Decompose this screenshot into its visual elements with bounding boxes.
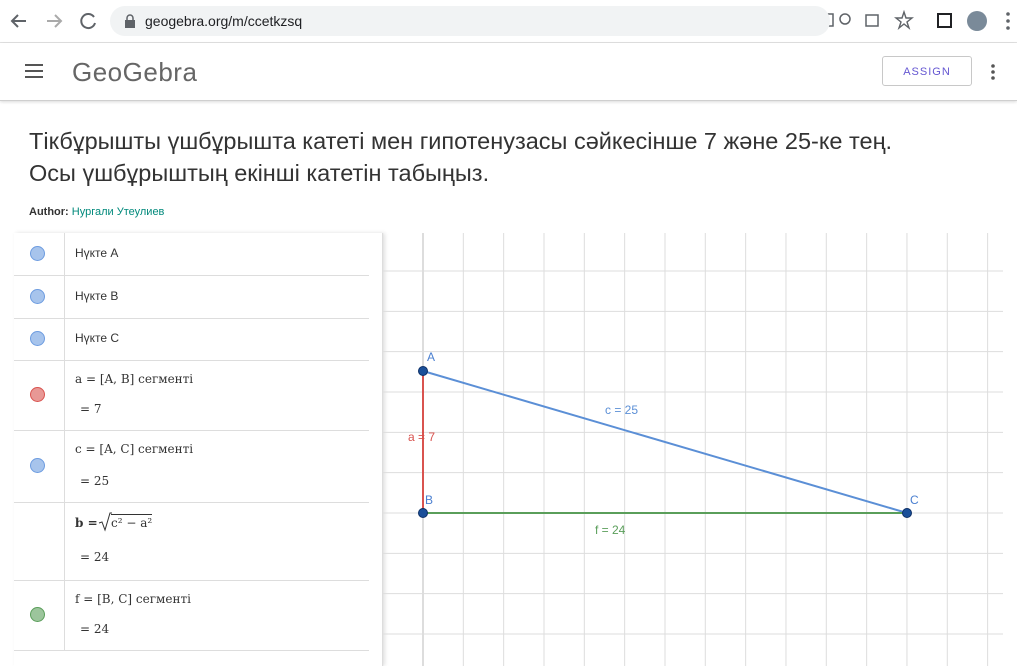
algebra-view: Нүкте A Нүкте B Нүкте C a = [A, B] сегменті… bbox=[14, 233, 383, 666]
sidepanel-icon[interactable] bbox=[937, 13, 952, 28]
assign-button[interactable]: ASSIGN bbox=[882, 56, 972, 86]
point-label: B bbox=[425, 493, 433, 507]
algebra-row: Нүкте A bbox=[14, 233, 369, 276]
author-label: Author: bbox=[29, 206, 69, 218]
title-line: Тікбұрышты үшбұрышта катеті мен гипотену… bbox=[29, 128, 893, 154]
formula-value: = 24 bbox=[80, 550, 110, 564]
back-icon[interactable] bbox=[10, 14, 26, 28]
definition: f = [B, C] сегменті bbox=[75, 592, 191, 606]
share-icon[interactable] bbox=[865, 14, 879, 27]
definition: a = [A, B] сегменті bbox=[75, 372, 194, 386]
browser-toolbar: geogebra.org/m/ccetkzsq bbox=[0, 0, 1017, 43]
point-label: Нүкте B bbox=[75, 288, 119, 303]
address-bar[interactable] bbox=[110, 6, 830, 36]
marker-cell bbox=[14, 233, 65, 275]
point-label: A bbox=[427, 350, 435, 364]
formula-lhs: b = bbox=[75, 516, 98, 530]
visibility-dot[interactable] bbox=[30, 387, 45, 402]
formula-radicand: c² − a² bbox=[111, 514, 153, 530]
point[interactable] bbox=[902, 508, 912, 518]
algebra-row: Нүкте B bbox=[14, 275, 369, 319]
radical-path bbox=[98, 512, 112, 532]
hamburger-icon[interactable] bbox=[25, 64, 43, 78]
author: Author: Нургали Утеулиев bbox=[29, 206, 164, 218]
definition: c = [A, C] сегменті bbox=[75, 442, 194, 456]
url: geogebra.org/m/ccetkzsq bbox=[145, 13, 303, 29]
visibility-dot[interactable] bbox=[30, 288, 45, 304]
marker-cell bbox=[14, 502, 65, 580]
algebra-row: b = c² − a² = 24 bbox=[14, 502, 369, 581]
point[interactable] bbox=[418, 508, 428, 518]
graphics-view: a = 7 c = 25 f = 24 A B C bbox=[383, 233, 1003, 666]
reload-icon[interactable] bbox=[80, 13, 96, 30]
marker-cell bbox=[14, 360, 65, 430]
value: = 7 bbox=[80, 402, 102, 416]
more-icon[interactable] bbox=[990, 63, 996, 81]
marker-cell bbox=[14, 580, 65, 650]
value: = 25 bbox=[80, 474, 110, 488]
author-name[interactable]: Нургали Утеулиев bbox=[71, 206, 165, 218]
title-line: Осы үшбұрыштың екінші катетін табыңыз. bbox=[29, 160, 490, 186]
zoom-icon[interactable] bbox=[839, 13, 851, 25]
algebra-row: Нүкте C bbox=[14, 318, 369, 361]
visibility-dot[interactable] bbox=[30, 607, 45, 622]
segment-label: a = 7 bbox=[408, 430, 435, 444]
point[interactable] bbox=[418, 366, 428, 376]
marker-cell bbox=[14, 430, 65, 502]
visibility-dot[interactable] bbox=[30, 246, 45, 261]
algebra-row: f = [B, C] сегменті = 24 bbox=[14, 580, 369, 651]
menu-icon[interactable] bbox=[1006, 12, 1010, 30]
segment-label: f = 24 bbox=[595, 523, 626, 537]
marker-cell bbox=[14, 275, 65, 318]
algebra-row: c = [A, C] сегменті = 25 bbox=[14, 430, 369, 503]
point-label: Нүкте A bbox=[75, 246, 119, 260]
marker-cell bbox=[14, 318, 65, 360]
segment bbox=[422, 370, 908, 514]
point-label: Нүкте C bbox=[75, 331, 120, 345]
app-header bbox=[0, 43, 1017, 101]
radical-sign bbox=[98, 512, 112, 532]
point-label: C bbox=[910, 493, 919, 507]
value: = 24 bbox=[80, 622, 110, 636]
visibility-dot[interactable] bbox=[30, 458, 45, 473]
lock-icon bbox=[125, 14, 135, 28]
profile-avatar[interactable] bbox=[967, 11, 987, 31]
segment-label: c = 25 bbox=[605, 403, 638, 417]
algebra-row: a = [A, B] сегменті = 7 bbox=[14, 360, 369, 431]
bookmark-icon[interactable] bbox=[894, 9, 914, 31]
visibility-dot[interactable] bbox=[30, 331, 45, 346]
logo[interactable]: GeoGebra bbox=[72, 57, 198, 87]
forward-icon[interactable] bbox=[47, 14, 63, 28]
